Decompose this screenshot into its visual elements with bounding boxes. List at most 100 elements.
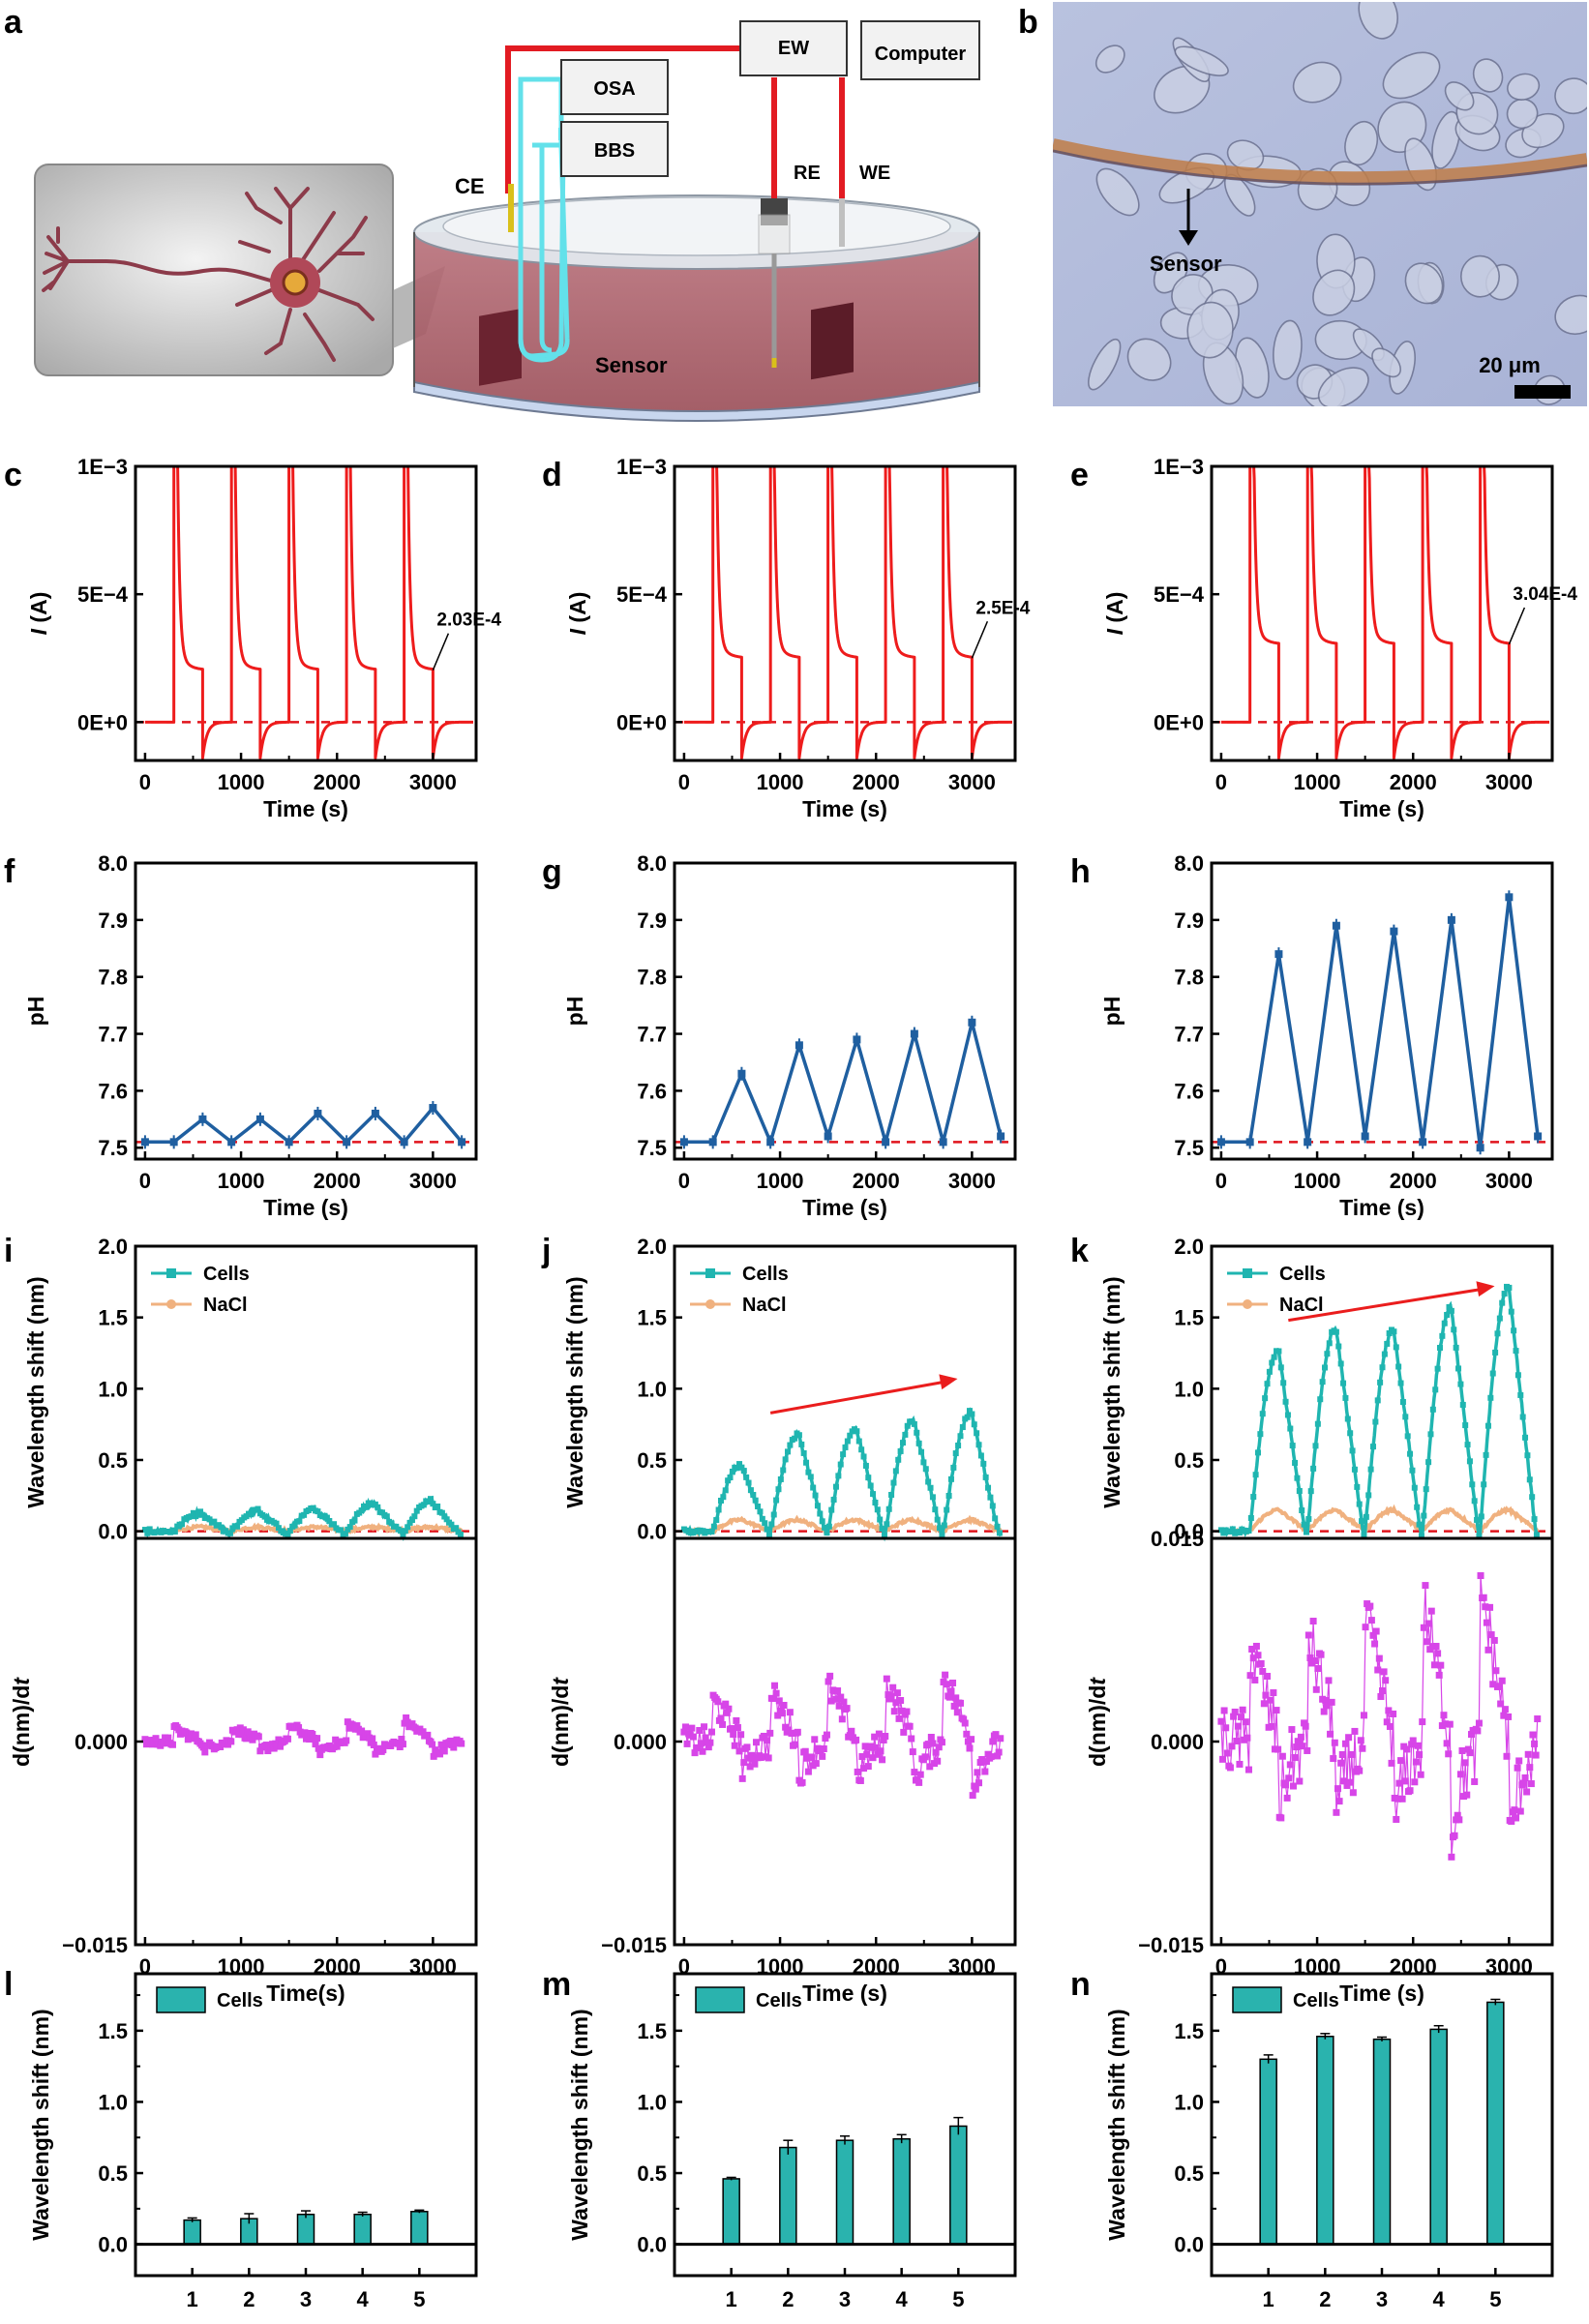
deriv-point-j (883, 1675, 890, 1683)
deriv-line-k (1220, 1575, 1539, 1858)
legend-cells-label-j: Cells (742, 1264, 789, 1285)
cells-point-i (388, 1520, 395, 1527)
cells-point-i (383, 1513, 390, 1520)
deriv-point-i (333, 1743, 341, 1750)
cell (1554, 77, 1587, 115)
cells-point-j (980, 1460, 987, 1467)
cells-point-i (428, 1496, 435, 1503)
scale-bar-label: 20 μm (1479, 353, 1541, 377)
y-tick-label-l: 1.0 (98, 2090, 128, 2114)
deriv-point-k (1466, 1749, 1474, 1757)
cells-point-k (1305, 1515, 1312, 1522)
deriv-point-k (1505, 1713, 1513, 1720)
x-tick-label-h: 1000 (1294, 1169, 1341, 1193)
cells-point-k (1457, 1381, 1464, 1387)
cells-point-j (975, 1442, 982, 1448)
deriv-point-k (1288, 1726, 1296, 1734)
cells-point-k (1374, 1397, 1381, 1404)
y-axis-label-e: I (A) (1102, 592, 1127, 636)
deriv-point-j (751, 1760, 759, 1768)
deriv-point-k (1458, 1746, 1466, 1754)
deriv-point-i (398, 1735, 405, 1743)
deriv-point-k (1234, 1722, 1242, 1730)
deriv-point-j (966, 1744, 974, 1752)
cell (1088, 338, 1122, 391)
deriv-point-k (1217, 1717, 1225, 1725)
cells-point-k (1531, 1516, 1538, 1523)
cells-point-j (765, 1532, 772, 1538)
y-tick-label-m: 0.0 (637, 2233, 667, 2257)
deriv-point-j (840, 1698, 848, 1706)
y-axis-label-k-bottom: d(nm)/dt (1085, 1677, 1110, 1767)
x-axis-label-f: Time (s) (263, 1195, 348, 1220)
cells-point-j (755, 1503, 762, 1509)
bar-m (835, 2139, 854, 2246)
y-tick-label-n: 0.5 (1174, 2161, 1204, 2186)
deriv-point-k (1435, 1671, 1443, 1679)
legend-nacl-marker-k (1243, 1299, 1252, 1309)
deriv-point-k (1296, 1777, 1304, 1785)
cells-point-k (1476, 1533, 1483, 1539)
cells-point-j (800, 1449, 807, 1456)
bar-m (892, 2137, 911, 2246)
deriv-point-i (295, 1724, 303, 1732)
cells-point-k (1423, 1486, 1429, 1493)
cells-point-j (745, 1479, 752, 1486)
deriv-point-k (1289, 1782, 1297, 1790)
cells-point-j (945, 1492, 952, 1499)
y-axis-label-italic-t: t (9, 1677, 34, 1685)
cells-point-k (1335, 1343, 1342, 1350)
deriv-point-j (961, 1719, 969, 1727)
legend-nacl-label-j: NaCl (742, 1295, 787, 1316)
cells-point-j (969, 1411, 975, 1417)
panel-label-m: m (542, 1966, 571, 2003)
cells-point-j (770, 1511, 777, 1518)
cells-point-k (1436, 1345, 1443, 1352)
deriv-point-i (358, 1727, 366, 1735)
cells-point-i (146, 1526, 153, 1533)
cells-point-i (405, 1524, 411, 1531)
cells-point-i (234, 1523, 241, 1530)
deriv-point-j (838, 1715, 846, 1723)
deriv-point-k (1388, 1759, 1395, 1767)
deriv-point-j (994, 1752, 1002, 1760)
cells-point-j (902, 1431, 909, 1438)
x-axis-label-i: Time(s) (266, 1981, 345, 2006)
cells-point-i (363, 1504, 370, 1510)
legend-swatch-l (156, 1986, 206, 2013)
deriv-point-k (1424, 1638, 1431, 1646)
cells-point-k (1266, 1368, 1273, 1375)
deriv-point-j (701, 1723, 708, 1731)
cells-point-k (1236, 1530, 1243, 1536)
x-tick-label-l: 1 (187, 2287, 198, 2311)
deriv-point-k (1362, 1624, 1369, 1631)
y-axis-label-l: Wavelength shift (nm) (28, 2009, 53, 2240)
deriv-point-j (924, 1741, 932, 1748)
x-tick-label-l: 2 (243, 2287, 255, 2311)
cells-point-j (822, 1524, 828, 1531)
deriv-point-i (440, 1747, 448, 1755)
cells-point-j (736, 1461, 743, 1468)
cells-point-k (1494, 1330, 1501, 1337)
cells-point-i (430, 1501, 436, 1507)
deriv-point-k (1219, 1755, 1227, 1763)
cells-point-i (301, 1511, 308, 1518)
deriv-point-j (791, 1741, 798, 1748)
deriv-point-j (943, 1681, 950, 1688)
working-electrode-plate (811, 302, 854, 380)
cells-point-k (1359, 1518, 1365, 1525)
deriv-point-k (1414, 1742, 1422, 1749)
nacl-line-i (143, 1522, 464, 1536)
y-tick-label-k-top: 1.0 (1174, 1377, 1204, 1401)
x-axis-label-c: Time (s) (263, 796, 348, 821)
deriv-point-j (898, 1707, 906, 1714)
cells-point-j (987, 1494, 994, 1501)
y-tick-label-l: 1.5 (98, 2019, 128, 2043)
deriv-point-j (911, 1769, 918, 1776)
deriv-point-k (1230, 1713, 1238, 1720)
deriv-point-k (1529, 1731, 1537, 1739)
deriv-point-j (934, 1757, 942, 1765)
cells-point-j (722, 1487, 729, 1494)
cells-point-j (932, 1506, 939, 1513)
